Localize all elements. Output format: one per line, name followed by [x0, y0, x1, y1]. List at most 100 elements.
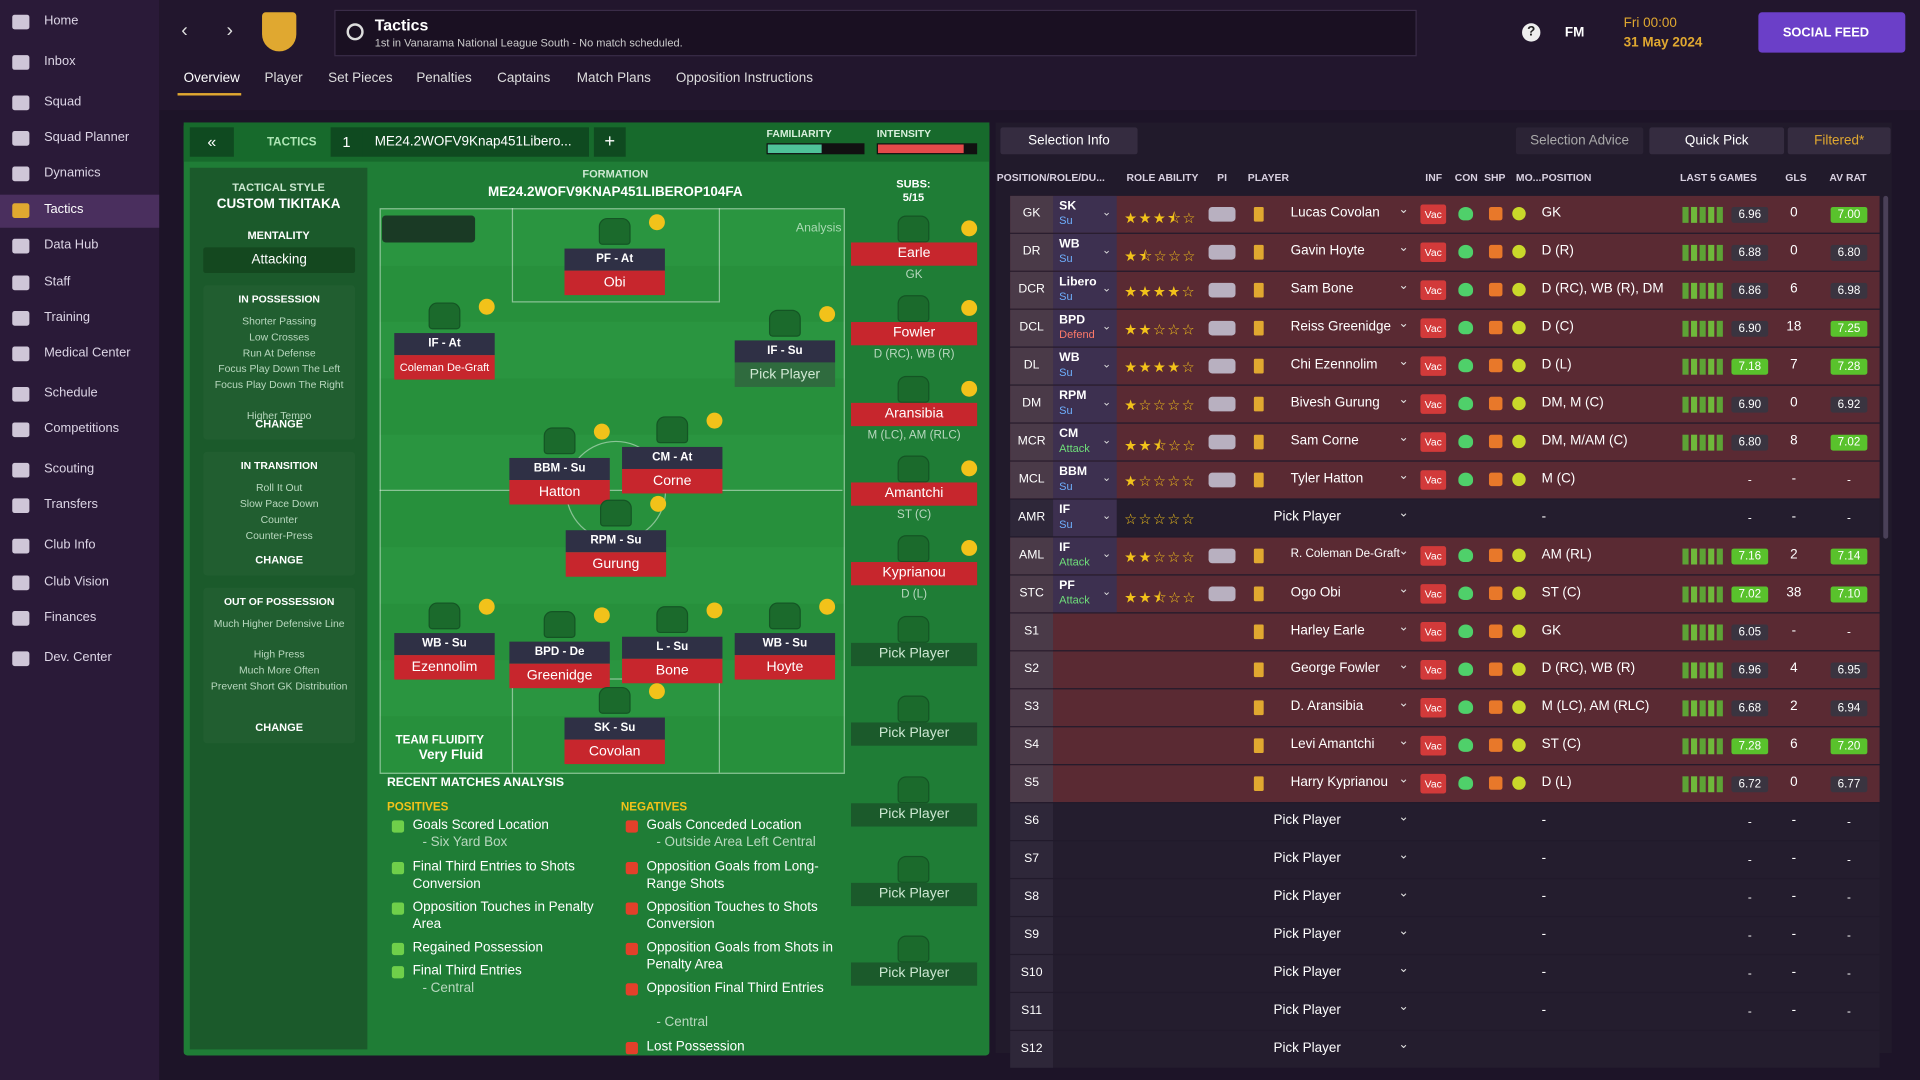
player-dropdown[interactable]: ⌄ [1398, 544, 1409, 559]
player-box[interactable]: Hatton [509, 480, 610, 505]
player-dropdown[interactable]: ⌄ [1398, 317, 1409, 331]
tab[interactable]: Penalties [416, 71, 472, 86]
role-dropdown[interactable]: ⌄ [1102, 281, 1112, 294]
player-name[interactable]: George Fowler [1290, 661, 1380, 676]
player-box[interactable]: Corne [622, 468, 723, 494]
nav-item[interactable]: Schedule [44, 385, 98, 401]
sub-box[interactable]: Pick Player [851, 962, 978, 986]
social-feed[interactable]: SOCIAL FEED [1782, 25, 1870, 41]
nav-item[interactable]: Scouting [44, 461, 95, 477]
role-dropdown[interactable]: ⌄ [1102, 509, 1112, 522]
role-dropdown[interactable]: ⌄ [1102, 433, 1112, 446]
change-button[interactable]: CHANGE [255, 721, 304, 734]
role-dropdown[interactable]: ⌄ [1102, 243, 1112, 256]
column-header[interactable]: GLS [1785, 171, 1807, 184]
column-header[interactable]: INF [1425, 171, 1443, 184]
player-dropdown[interactable]: ⌄ [1398, 203, 1409, 217]
nav-item[interactable]: Squad [44, 94, 82, 109]
player-dropdown[interactable]: ⌄ [1398, 658, 1409, 673]
selection-button[interactable]: Filtered* [1787, 127, 1891, 155]
selection-button[interactable]: Selection Advice [1515, 127, 1644, 155]
formation-name[interactable]: ME24.2WOFV9KNAP451LIBEROP104FA [488, 184, 743, 200]
column-header[interactable]: PLAYER [1247, 171, 1290, 184]
role-dropdown[interactable]: ⌄ [1102, 395, 1112, 408]
player-dropdown[interactable]: ⌄ [1398, 431, 1409, 445]
player-name[interactable]: Pick Player [1273, 1002, 1341, 1018]
social-feed-button[interactable] [1758, 12, 1906, 53]
player-name[interactable]: R. Coleman De-Graft [1290, 547, 1400, 561]
help-icon[interactable]: ? [1522, 23, 1541, 42]
tab[interactable]: Opposition Instructions [675, 71, 813, 86]
nav-item[interactable]: Staff [44, 274, 71, 289]
player-box[interactable]: Bone [622, 658, 723, 684]
player-dropdown[interactable]: ⌄ [1398, 1000, 1409, 1014]
column-header[interactable]: CON [1454, 171, 1478, 184]
player-dropdown[interactable]: ⌄ [1398, 355, 1409, 369]
sub-box[interactable]: Pick Player [851, 642, 978, 667]
tactic-name[interactable]: ME24.2WOFV9Knap451Libero... [362, 127, 589, 157]
player-dropdown[interactable]: ⌄ [1398, 241, 1409, 255]
player-name[interactable]: Pick Player [1273, 1040, 1341, 1056]
player-dropdown[interactable]: ⌄ [1398, 1038, 1409, 1052]
analysis-button[interactable]: Analysis [795, 221, 842, 236]
nav-item[interactable]: Data Hub [44, 237, 99, 253]
nav-item[interactable]: Tactics [44, 202, 84, 217]
player-name[interactable]: Chi Ezennolim [1290, 357, 1378, 373]
column-header[interactable]: SHP [1484, 171, 1506, 184]
sub-box[interactable]: Earle [851, 242, 978, 266]
nav-item[interactable]: Club Info [44, 537, 96, 553]
role-dropdown[interactable]: ⌄ [1102, 547, 1112, 560]
sub-box[interactable]: Kyprianou [851, 562, 978, 586]
player-dropdown[interactable]: ⌄ [1398, 279, 1409, 293]
tab[interactable]: Captains [497, 71, 551, 86]
mentality-select[interactable]: Attacking [203, 247, 356, 274]
role-box[interactable]: SK - Su [564, 717, 665, 740]
player-name[interactable]: Pick Player [1273, 813, 1341, 828]
role-box[interactable]: WB - Su [394, 633, 495, 656]
role-box[interactable]: IF - Su [734, 340, 836, 363]
player-name[interactable]: Harley Earle [1290, 623, 1365, 638]
role-dropdown[interactable]: ⌄ [1102, 205, 1112, 218]
player-name[interactable]: Pick Player [1273, 851, 1341, 866]
nav-item[interactable]: Inbox [44, 53, 76, 69]
player-dropdown[interactable]: ⌄ [1398, 962, 1409, 976]
player-box[interactable]: Coleman De-Graft [394, 355, 495, 380]
player-box[interactable]: Obi [564, 270, 665, 296]
player-box[interactable]: Ezennolim [394, 655, 495, 680]
player-name[interactable]: Bivesh Gurung [1290, 395, 1380, 411]
player-box[interactable]: Greenidge [509, 663, 610, 689]
tactic-slot[interactable]: 1 [330, 127, 363, 157]
nav-item[interactable]: Squad Planner [44, 129, 130, 145]
nav-item[interactable]: Competitions [44, 421, 120, 436]
player-box[interactable]: Gurung [565, 552, 667, 577]
nav-item[interactable]: Club Vision [44, 574, 109, 589]
role-dropdown[interactable]: ⌄ [1102, 471, 1112, 484]
search-box[interactable] [334, 9, 1417, 57]
player-name[interactable]: Sam Bone [1290, 281, 1354, 297]
column-header[interactable]: ROLE ABILITY [1126, 171, 1199, 184]
selection-button[interactable]: Quick Pick [1649, 127, 1785, 155]
player-dropdown[interactable]: ⌄ [1398, 468, 1409, 483]
player-name[interactable]: Pick Player [1273, 926, 1341, 942]
nav-item[interactable]: Dynamics [44, 165, 101, 181]
player-box[interactable]: Pick Player [734, 362, 836, 387]
role-box[interactable]: IF - At [394, 333, 495, 356]
role-box[interactable]: PF - At [564, 248, 665, 271]
view-toggle[interactable] [382, 215, 476, 243]
forward-button[interactable]: › [226, 20, 234, 42]
nav-item[interactable]: Home [44, 13, 79, 29]
column-header[interactable]: POSITION/ROLE/DU... [996, 171, 1105, 184]
player-name[interactable]: Ogo Obi [1290, 585, 1341, 601]
player-dropdown[interactable]: ⌄ [1398, 848, 1409, 863]
player-name[interactable]: Gavin Hoyte [1290, 243, 1365, 259]
player-dropdown[interactable]: ⌄ [1398, 506, 1409, 521]
role-box[interactable]: WB - Su [734, 633, 836, 656]
player-name[interactable]: Tyler Hatton [1290, 471, 1364, 487]
nav-item[interactable]: Medical Center [44, 345, 131, 361]
role-dropdown[interactable]: ⌄ [1102, 585, 1112, 598]
player-name[interactable]: D. Aransibia [1290, 699, 1364, 714]
change-button[interactable]: CHANGE [255, 417, 304, 430]
tab[interactable]: Set Pieces [328, 71, 393, 86]
player-box[interactable]: Covolan [564, 739, 665, 765]
nav-item[interactable]: Training [44, 309, 91, 325]
